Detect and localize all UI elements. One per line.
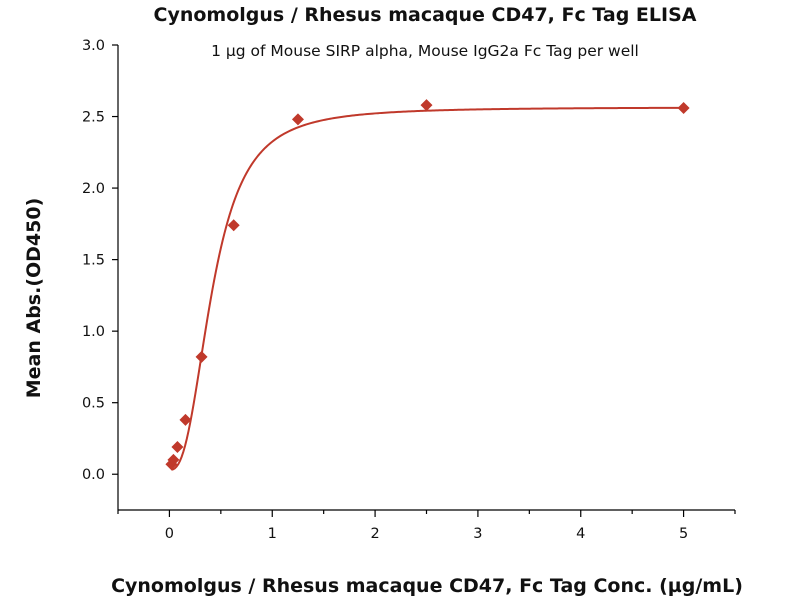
y-ticks: 0.0 0.5 1.0 1.5 2.0 2.5 3.0 [82, 38, 118, 483]
data-point [195, 350, 208, 363]
data-points [165, 99, 690, 471]
chart-subtitle: 1 µg of Mouse SIRP alpha, Mouse IgG2a Fc… [211, 42, 639, 60]
data-point [227, 219, 240, 232]
x-tick-label: 3 [473, 526, 482, 542]
data-point [179, 413, 192, 426]
data-point [291, 113, 304, 126]
x-axis-title: Cynomolgus / Rhesus macaque CD47, Fc Tag… [111, 575, 743, 597]
x-tick-label: 2 [370, 526, 379, 542]
data-point [167, 453, 180, 466]
data-point [171, 441, 184, 454]
x-tick-label: 4 [576, 526, 585, 542]
x-tick-label: 5 [679, 526, 688, 542]
data-point [677, 101, 690, 114]
y-tick-label: 2.0 [82, 181, 105, 197]
y-axis-title: Mean Abs.(OD450) [23, 198, 45, 399]
x-tick-label: 1 [268, 526, 277, 542]
data-point [420, 99, 433, 112]
chart-title: Cynomolgus / Rhesus macaque CD47, Fc Tag… [154, 4, 697, 26]
x-tick-label: 0 [165, 526, 174, 542]
fit-curve [171, 106, 684, 471]
y-tick-label: 0.5 [82, 396, 105, 412]
x-ticks: 0 1 2 3 4 5 [117, 510, 736, 542]
y-tick-label: 1.5 [82, 253, 105, 269]
axes [117, 45, 735, 511]
y-tick-label: 0.0 [82, 467, 105, 483]
y-tick-label: 2.5 [82, 110, 105, 126]
y-tick-label: 3.0 [82, 38, 105, 54]
y-tick-label: 1.0 [82, 324, 105, 340]
